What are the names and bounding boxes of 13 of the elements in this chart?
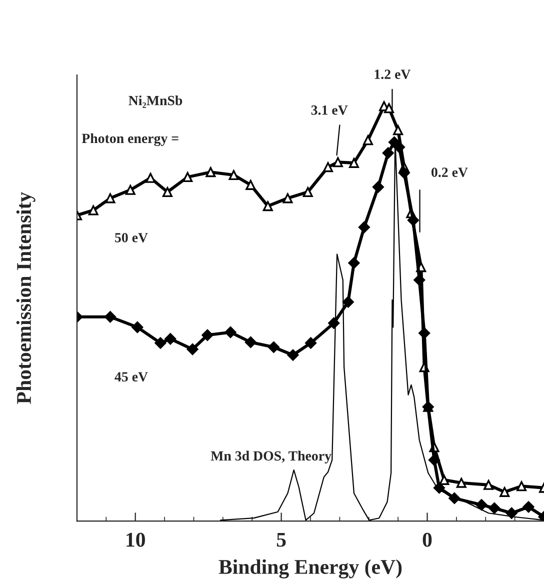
annotation: Ni₂MnSb xyxy=(128,95,182,108)
x-tick-label: 5 xyxy=(276,532,286,547)
annotation: 3.1 eV xyxy=(311,105,348,115)
y-axis-title: Photoemission Intensity xyxy=(16,192,36,404)
series-label: 50 eV xyxy=(115,232,148,242)
x-tick-label: 10 xyxy=(126,532,145,547)
x-tick-label: 0 xyxy=(422,532,432,547)
annotation: Photon energy = xyxy=(82,133,178,146)
series-label: 45 eV xyxy=(114,372,148,382)
annotation: 0.2 eV xyxy=(432,168,468,178)
x-axis-title: Binding Energy (eV) xyxy=(218,559,402,578)
annotation: 1.2 eV xyxy=(374,70,411,80)
series-label: Mn 3d DOS, Theory xyxy=(210,450,332,464)
